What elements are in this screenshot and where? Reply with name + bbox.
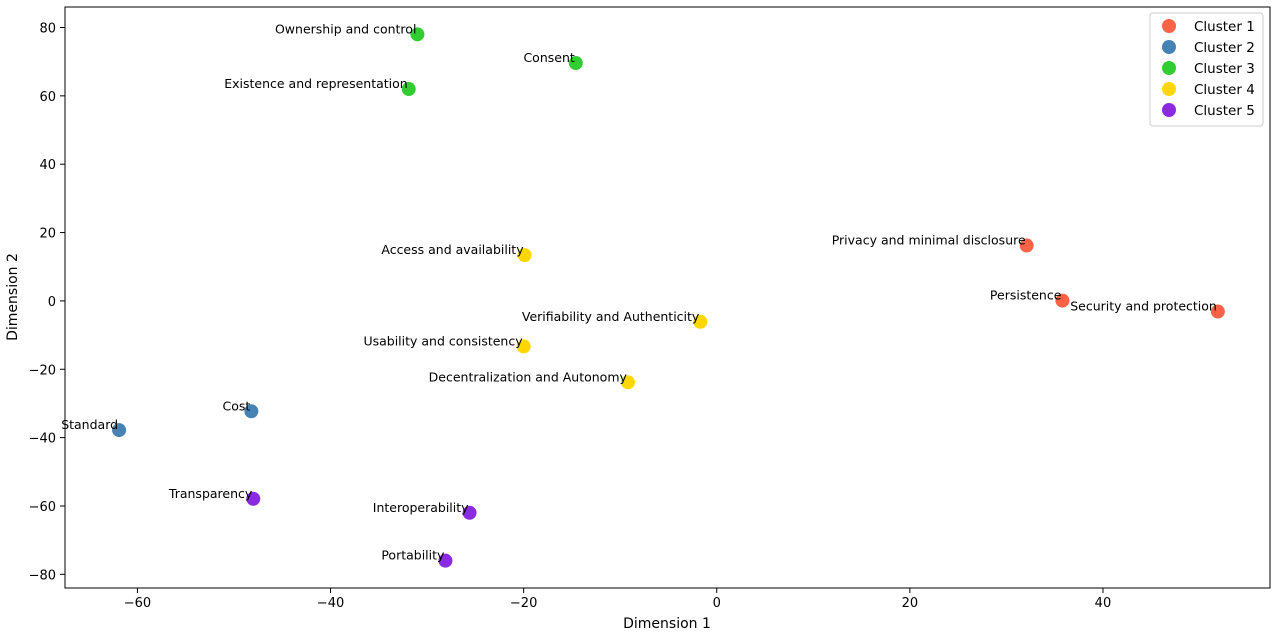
legend-entry: Cluster 5	[1194, 103, 1255, 119]
y-tick-label: 20	[39, 227, 56, 242]
data-point-cluster-1	[1055, 293, 1070, 308]
legend-entry: Cluster 3	[1194, 61, 1255, 77]
legend-entry: Cluster 2	[1194, 40, 1255, 56]
legend-marker	[1162, 61, 1176, 75]
point-label: Standard	[61, 417, 118, 432]
data-point-cluster-1	[1210, 304, 1225, 319]
x-axis-label: Dimension 1	[623, 616, 711, 632]
point-label: Interoperability	[373, 500, 469, 515]
legend-marker	[1162, 40, 1176, 54]
x-tick-label: 20	[902, 596, 919, 611]
point-label: Persistence	[990, 288, 1062, 303]
point-label: Portability	[381, 548, 445, 563]
data-point-cluster-5	[462, 505, 477, 520]
point-label: Cost	[223, 398, 251, 413]
legend-marker	[1162, 82, 1176, 96]
x-tick-label: 40	[1095, 596, 1112, 611]
point-label: Usability and consistency	[363, 333, 523, 348]
y-tick-label: −40	[29, 432, 56, 447]
data-point-cluster-4	[693, 314, 708, 329]
data-point-cluster-4	[620, 375, 635, 390]
point-label: Consent	[523, 50, 574, 65]
point-label: Transparency	[168, 486, 253, 501]
legend-marker	[1162, 103, 1176, 117]
legend-entry: Cluster 4	[1194, 82, 1255, 98]
point-label: Verifiability and Authenticity	[522, 309, 700, 324]
y-tick-label: −60	[29, 500, 56, 515]
x-tick-label: −60	[124, 596, 151, 611]
y-tick-label: 0	[48, 295, 56, 310]
point-label: Decentralization and Autonomy	[429, 369, 628, 384]
plot-frame	[64, 6, 1271, 589]
data-point-cluster-2	[244, 404, 259, 419]
data-point-cluster-4	[516, 339, 531, 354]
plot-background	[65, 7, 1270, 588]
legend-marker	[1162, 19, 1176, 33]
point-label: Privacy and minimal disclosure	[832, 233, 1026, 248]
legend: Cluster 1 Cluster 2 Cluster 3 Cluster 4 Clus…	[1149, 12, 1264, 127]
data-point-cluster-3	[410, 27, 425, 42]
y-tick-label: 40	[39, 158, 56, 173]
data-point-cluster-2	[112, 423, 127, 438]
y-tick-label: −80	[29, 568, 56, 583]
data-point-cluster-4	[517, 248, 532, 263]
point-label: Ownership and control	[275, 21, 416, 36]
legend-entry: Cluster 1	[1194, 19, 1255, 35]
x-tick-label: −20	[510, 596, 537, 611]
point-label: Access and availability	[381, 242, 524, 257]
y-tick-label: 80	[39, 22, 56, 37]
data-point-cluster-5	[438, 553, 453, 568]
data-point-cluster-3	[568, 56, 583, 71]
data-point-cluster-3	[401, 82, 416, 97]
y-tick-label: −20	[29, 363, 56, 378]
data-point-cluster-1	[1019, 238, 1034, 253]
point-label: Security and protection	[1070, 299, 1217, 314]
y-axis-label: Dimension 2	[5, 253, 21, 341]
x-tick-label: 0	[713, 596, 721, 611]
x-tick-label: −40	[317, 596, 344, 611]
point-label: Existence and representation	[224, 76, 408, 91]
legend-box	[1149, 12, 1264, 127]
data-point-cluster-5	[246, 491, 261, 506]
y-tick-label: 60	[39, 90, 56, 105]
